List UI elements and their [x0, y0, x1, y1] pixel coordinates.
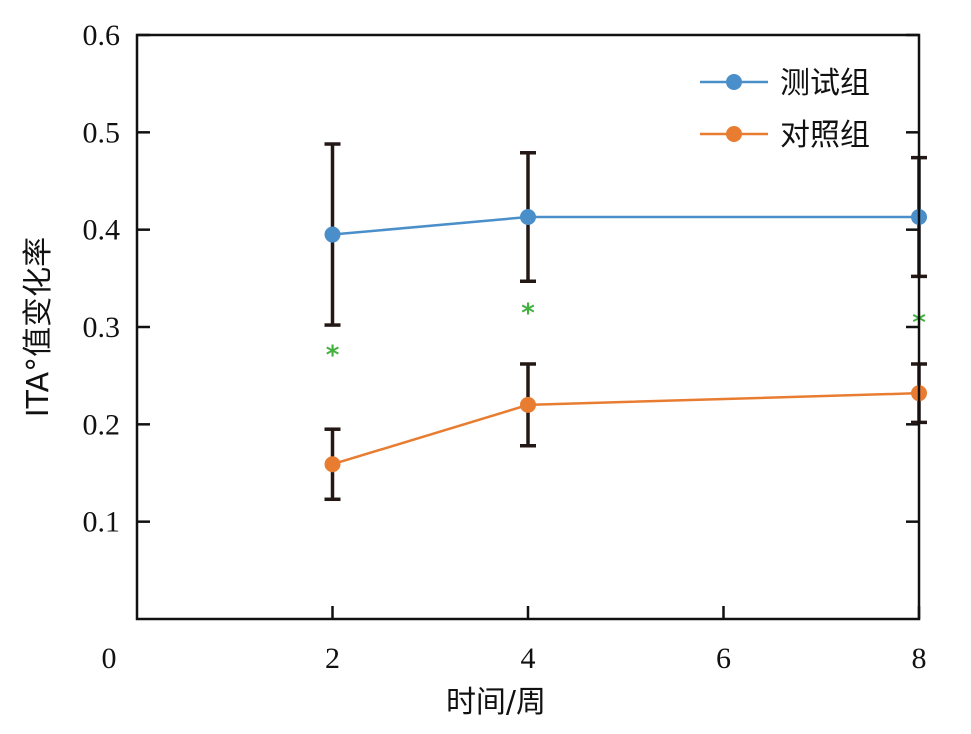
series-line-1: [332, 391, 920, 466]
legend-label-0: 测试组: [780, 66, 870, 101]
tick-labels-layer: 0 2 4 6 8 0.1 0.2 0.3 0.4 0.5 0.6: [83, 19, 927, 675]
legend-marker-1: [726, 126, 742, 142]
y-tick-label-4: 0.5: [83, 116, 121, 149]
y-tick-label-2: 0.3: [83, 311, 121, 344]
y-tick-label-3: 0.4: [83, 214, 121, 247]
x-tick-label-4: 8: [912, 642, 927, 675]
series-layer: [324, 209, 927, 473]
significance-star-0: *: [326, 340, 340, 370]
plot-frame: [135, 33, 921, 621]
y-tick-label-0: 0.1: [83, 506, 121, 539]
y-tick-label-5: 0.6: [83, 19, 121, 52]
legend-item-1: 对照组: [700, 118, 870, 153]
data-point-0-0: [324, 226, 341, 243]
legend: 测试组 对照组: [700, 66, 870, 153]
x-tick-label-2: 4: [521, 642, 536, 675]
x-tick-label-0: 0: [102, 642, 117, 675]
data-point-1-1: [520, 396, 536, 413]
legend-item-0: 测试组: [700, 66, 870, 101]
x-tick-label-3: 6: [716, 642, 731, 675]
x-tick-label-1: 2: [325, 642, 340, 675]
y-axis-label: ITA°值变化率: [21, 237, 56, 417]
error-bars: [324, 142, 927, 502]
data-point-0-1: [520, 209, 536, 226]
data-point-1-0: [324, 456, 341, 473]
legend-label-1: 对照组: [780, 118, 870, 153]
significance-star-1: *: [521, 298, 535, 328]
ticks-layer: [137, 33, 921, 619]
x-axis-label: 时间/周: [446, 685, 546, 720]
legend-marker-0: [726, 74, 742, 90]
series-line-0: [332, 215, 919, 236]
significance-markers: ** *: [326, 298, 927, 370]
y-tick-label-1: 0.2: [83, 408, 121, 441]
